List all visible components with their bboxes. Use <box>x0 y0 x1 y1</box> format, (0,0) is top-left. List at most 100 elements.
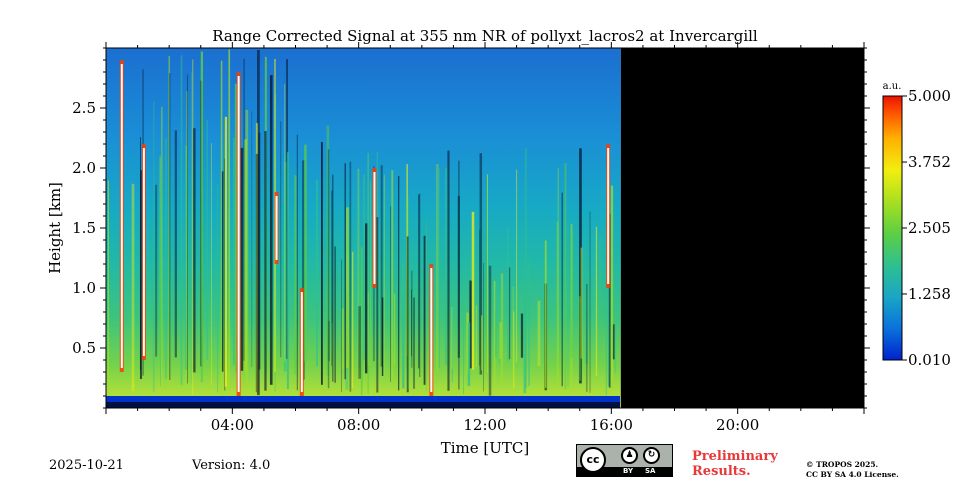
signal-streak <box>286 152 289 390</box>
signal-streak <box>524 148 527 388</box>
signal-streak <box>494 286 497 358</box>
cloud-layer-core <box>373 172 376 284</box>
signal-streak <box>131 183 135 392</box>
signal-streak <box>447 150 450 391</box>
signal-streak <box>341 308 344 370</box>
signal-streak <box>331 190 333 367</box>
cc-badge-bar <box>577 467 672 476</box>
colorbar-tick-label: 0.010 <box>908 351 951 369</box>
signal-streak <box>589 211 591 393</box>
x-tick-label: 16:00 <box>590 416 633 434</box>
signal-streak <box>320 142 323 385</box>
signal-streak <box>269 75 273 385</box>
signal-streak <box>367 152 369 394</box>
cloud-layer-core <box>275 196 278 260</box>
signal-streak <box>191 71 193 385</box>
signal-streak <box>500 273 504 382</box>
signal-streak <box>499 322 502 359</box>
signal-streak <box>139 170 142 380</box>
signal-streak <box>528 260 530 386</box>
signal-streak <box>186 91 188 387</box>
signal-streak <box>360 246 363 396</box>
signal-streak <box>296 134 298 391</box>
signal-streak <box>398 176 400 391</box>
signal-streak <box>107 180 109 382</box>
near-ground-band <box>106 396 620 402</box>
signal-streak <box>200 51 203 383</box>
cloud-layer-core <box>607 148 610 284</box>
signal-streak <box>479 153 483 375</box>
y-tick-label: 0.5 <box>72 339 96 357</box>
signal-streak <box>579 148 582 384</box>
sa-share-icon: ↻ <box>643 447 660 464</box>
y-axis-label: Height [km] <box>46 182 64 274</box>
signal-streak <box>486 174 489 373</box>
signal-streak <box>367 292 369 366</box>
signal-streak <box>567 220 569 388</box>
signal-streak <box>358 306 361 379</box>
no-data-region <box>620 48 864 408</box>
signal-streak <box>488 265 492 396</box>
signal-streak <box>481 315 483 371</box>
colorbar-tick-label: 2.505 <box>908 219 951 237</box>
signal-streak <box>423 235 426 385</box>
signal-streak <box>258 132 261 370</box>
signal-streak <box>444 167 448 366</box>
signal-streak <box>159 156 162 358</box>
signal-streak <box>498 321 500 365</box>
signal-streak <box>193 128 196 373</box>
x-tick-label: 08:00 <box>337 416 380 434</box>
signal-streak <box>327 320 330 362</box>
chart-title: Range Corrected Signal at 355 nm NR of p… <box>212 27 758 45</box>
signal-streak <box>185 145 188 370</box>
signal-streak <box>380 165 383 367</box>
signal-streak <box>586 283 588 392</box>
signal-streak <box>381 297 384 376</box>
signal-streak <box>255 123 259 393</box>
signal-streak <box>357 168 360 387</box>
cloud-layer-core <box>300 292 303 392</box>
signal-streak <box>508 267 511 360</box>
signal-streak <box>578 296 581 381</box>
colorbar-tick-label: 3.752 <box>908 153 951 171</box>
signal-streak <box>391 170 394 381</box>
signal-streak <box>435 164 439 371</box>
signal-streak <box>168 55 170 386</box>
signal-streak <box>376 217 379 393</box>
copyright-line-2: CC BY SA 4.0 License. <box>806 470 899 479</box>
signal-streak <box>164 137 167 379</box>
y-tick-label: 1.5 <box>72 219 96 237</box>
signal-streak <box>411 289 412 357</box>
signal-streak <box>302 160 305 380</box>
signal-streak <box>234 83 238 372</box>
signal-streak <box>413 297 415 389</box>
signal-streak <box>493 280 496 383</box>
signal-streak <box>370 180 372 365</box>
signal-streak <box>284 84 286 362</box>
y-axis: 0.5 1.0 1.5 2.0 2.5 <box>72 47 870 409</box>
signal-streak <box>451 307 453 369</box>
signal-streak <box>471 211 475 370</box>
signal-streak <box>334 246 336 383</box>
signal-streak <box>393 293 396 366</box>
preliminary-results: Preliminary Results. <box>692 449 778 479</box>
signal-streak <box>192 59 194 396</box>
signal-streak <box>544 240 547 388</box>
signal-streak <box>244 139 248 372</box>
signal-streak <box>406 275 408 358</box>
signal-streak <box>220 60 223 395</box>
signal-streak <box>349 161 352 392</box>
signal-streak <box>520 313 524 358</box>
signal-streak <box>358 245 360 369</box>
y-tick-label: 1.0 <box>72 279 96 297</box>
signal-streak <box>326 125 330 376</box>
signal-streak <box>187 74 188 384</box>
signal-streak <box>332 174 334 382</box>
signal-streak <box>507 227 509 361</box>
signal-streak <box>612 230 614 359</box>
signal-streak <box>283 162 287 372</box>
x-tick-label: 12:00 <box>463 416 506 434</box>
signal-streak <box>243 58 245 361</box>
signal-streak <box>402 262 405 389</box>
signal-streak <box>217 184 219 393</box>
